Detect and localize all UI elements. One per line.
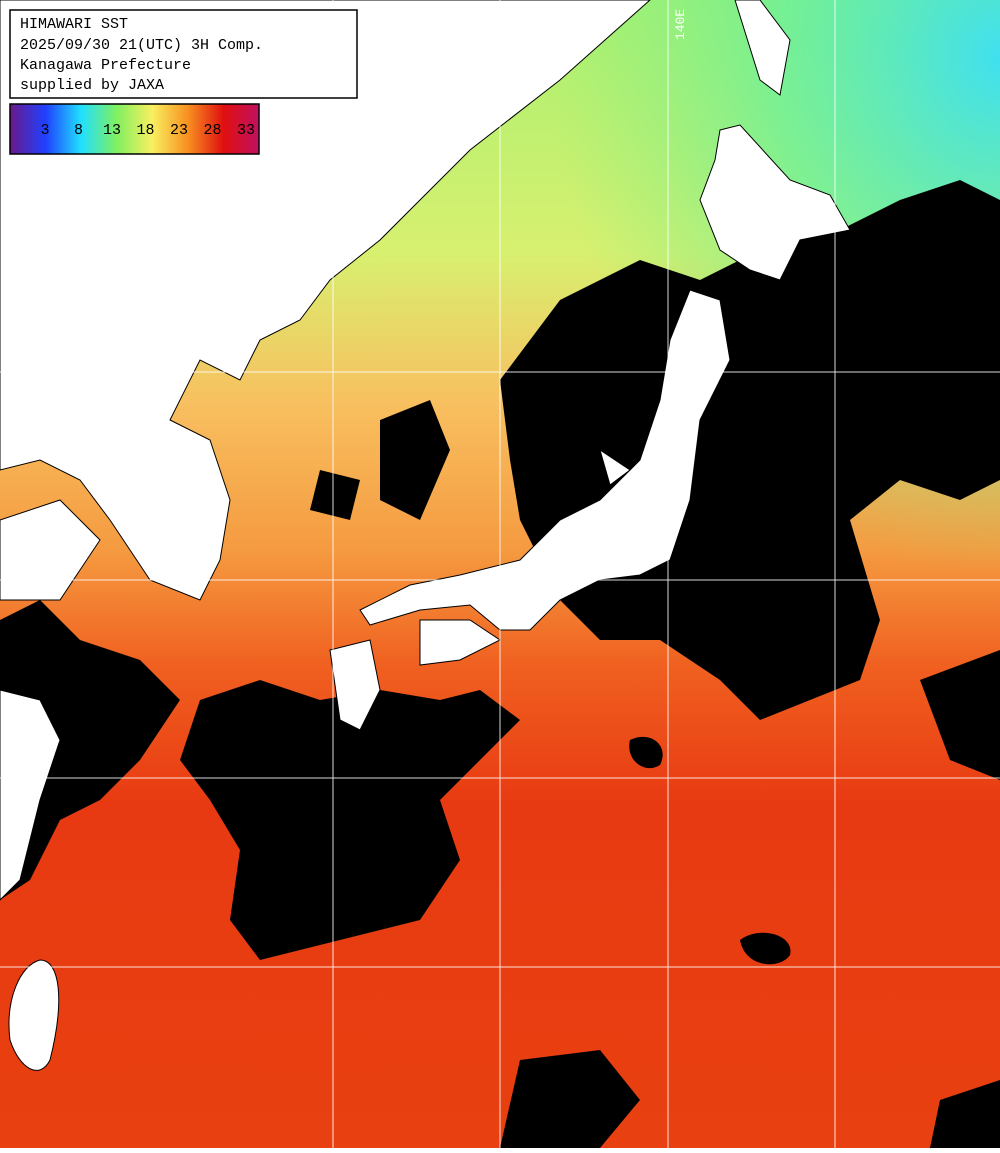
colorbar-tick-label: 8 [74,122,83,139]
longitude-label: 140E [673,9,688,40]
header-line: 2025/09/30 21(UTC) 3H Comp. [20,37,263,54]
clouds [0,180,1000,1148]
header-line: supplied by JAXA [20,77,164,94]
latitude-label: 40N [8,356,31,371]
colorbar-tick-label: 33 [237,122,255,139]
colorbar-tick-label: 23 [170,122,188,139]
header-box: HIMAWARI SST 2025/09/30 21(UTC) 3H Comp.… [9,9,358,99]
colorbar-tick-label: 28 [203,122,221,139]
colorbar-tick-label: 18 [136,122,154,139]
colorbar-tick-label: 3 [40,122,49,139]
header-background [9,9,358,99]
header-line: HIMAWARI SST [20,16,128,33]
header-line: Kanagawa Prefecture [20,57,191,74]
latitude-label: 30N [8,762,31,777]
colorbar-tick-label: 13 [103,122,121,139]
colorbar [9,103,260,155]
